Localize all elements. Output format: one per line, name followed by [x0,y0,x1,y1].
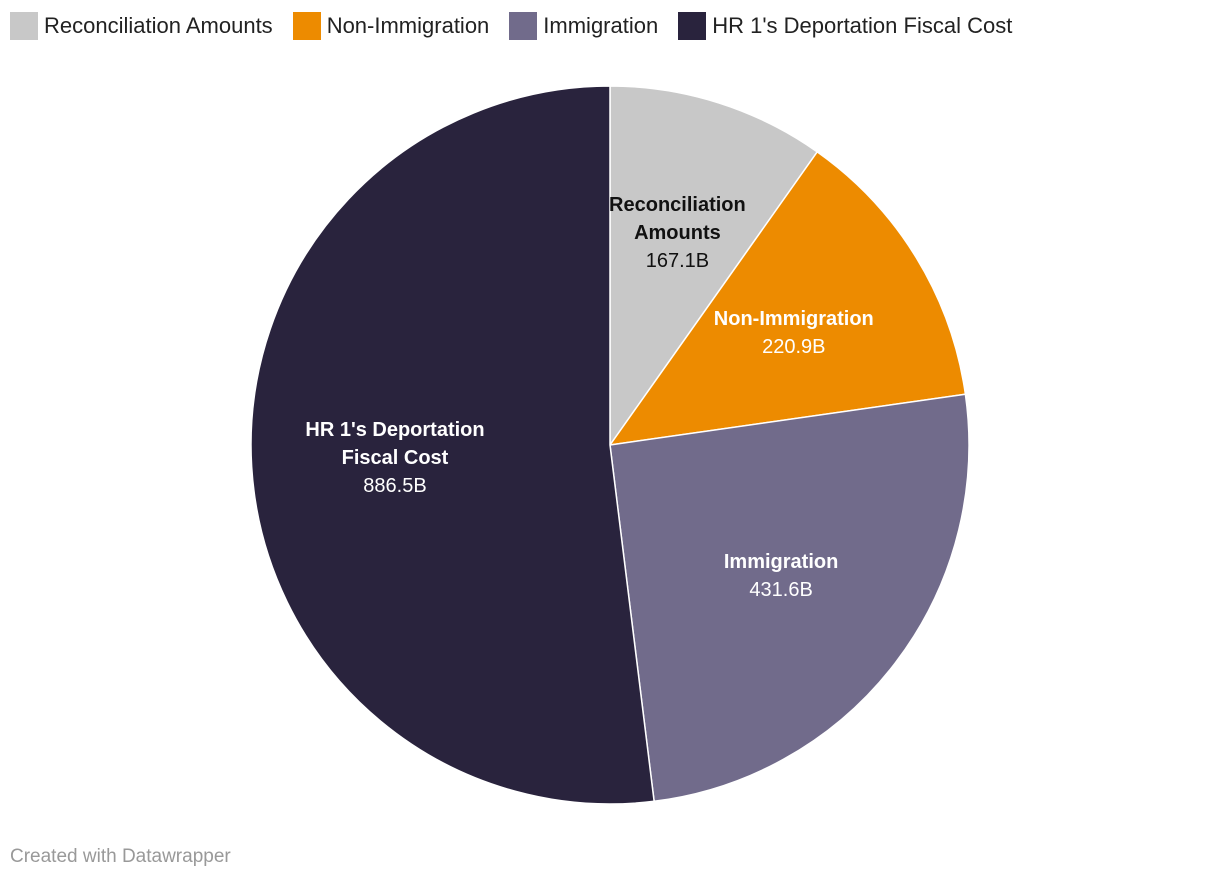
legend-swatch [509,12,538,40]
legend-swatch [10,12,38,40]
slice-label: Reconciliation Amounts 167.1B [592,191,762,275]
slice-label: HR 1's Deportation Fiscal Cost 886.5B [280,416,510,500]
legend-swatch [292,12,321,40]
slice-name: Reconciliation Amounts [609,193,746,244]
slice-value: 431.6B [749,578,813,601]
legend: Reconciliation Amounts Non-Immigration Imm… [10,12,1012,40]
legend-swatch [678,12,707,40]
slice-value: 886.5B [363,475,427,498]
slice-label: Non-Immigration 220.9B [684,305,904,361]
pie-slice [608,150,967,446]
pie-slice [609,85,819,448]
legend-label: Reconciliation Amounts [44,13,273,38]
legend-label: HR 1's Deportation Fiscal Cost [712,13,1013,38]
slice-name: HR 1's Deportation Fiscal Cost [305,419,485,470]
slice-name: Non-Immigration [713,307,874,330]
legend-item: Immigration [509,12,658,40]
slice-name: Immigration [723,550,839,573]
slice-value: 167.1B [645,249,710,272]
slice-value: 220.9B [762,335,826,358]
legend-item: Reconciliation Amounts [10,12,273,40]
pie-slice [609,393,970,803]
pie-slice [250,85,655,805]
legend-label: Immigration [543,13,659,38]
legend-item: HR 1's Deportation Fiscal Cost [678,12,1012,40]
legend-item: Non-Immigration [292,12,490,40]
legend-label: Non-Immigration [326,13,490,38]
slice-label: Immigration 431.6B [681,548,881,604]
credit: Created with Datawrapper [10,846,231,867]
